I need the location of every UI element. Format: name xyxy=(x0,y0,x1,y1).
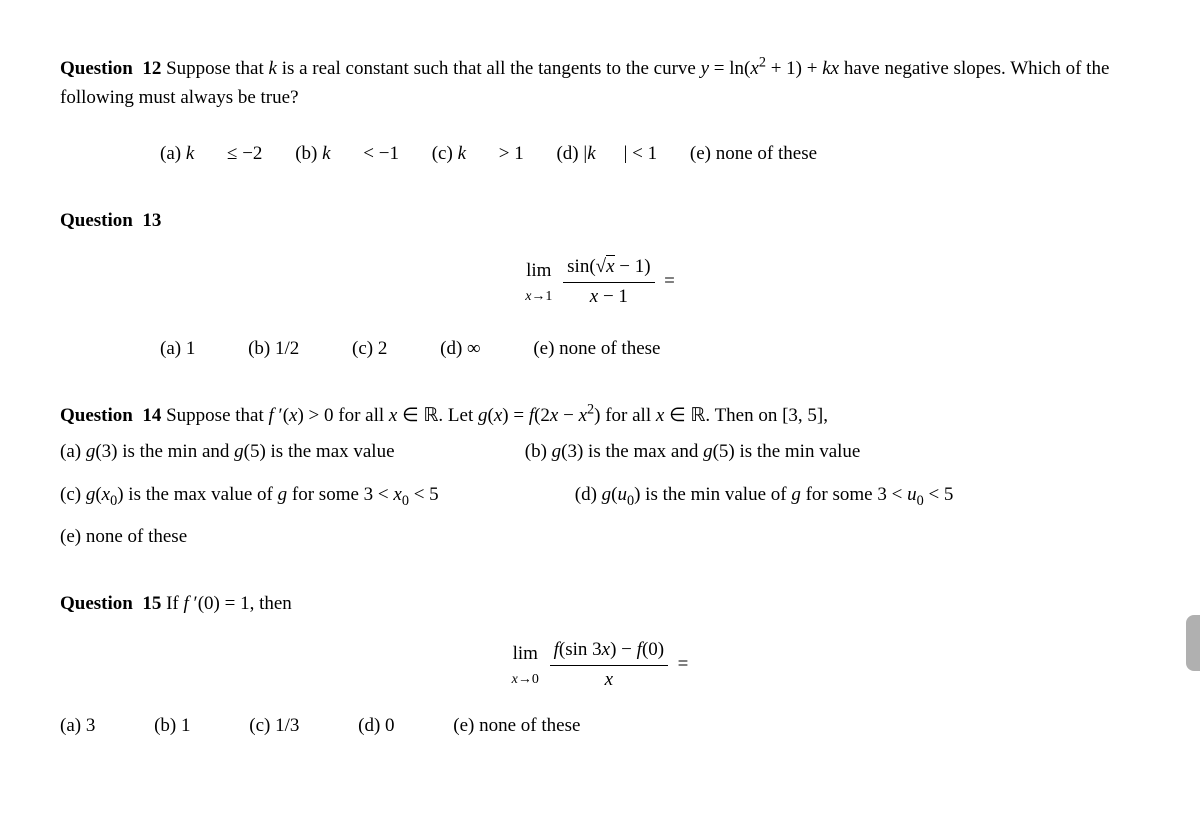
q12-label: Question xyxy=(60,58,133,79)
q15-opt-b: (b) 1 xyxy=(154,712,190,741)
q13-opt-d: (d) ∞ xyxy=(440,338,480,359)
q14-opt-e: (e) none of these xyxy=(60,526,187,547)
q12-options: (a) k ≤ −2 (b) k < −1 (c) k > 1 (d) |k| … xyxy=(160,140,1140,169)
q14-opt-a: (a) g(3) is the min and g(5) is the max … xyxy=(60,438,520,467)
q15-num: 15 xyxy=(142,593,161,614)
question-13: Question 13 lim x→1 sin(√x − 1) x − 1 = … xyxy=(60,207,1140,364)
q13-prompt: Question 13 xyxy=(60,207,1140,236)
q12-opt-d: (d) |k| < 1 xyxy=(556,143,657,164)
q15-equation: lim x→0 f(sin 3x) − f(0) x = xyxy=(60,636,1140,694)
q12-opt-e: (e) none of these xyxy=(690,143,817,164)
q12-opt-b: (b) k < −1 xyxy=(295,143,399,164)
q14-opt-c: (c) g(x0) is the max value of g for some… xyxy=(60,481,570,510)
question-14: Question 14 Suppose that f ′(x) > 0 for … xyxy=(60,402,1140,552)
q12-opt-c: (c) k > 1 xyxy=(432,143,524,164)
q15-opt-e: (e) none of these xyxy=(453,712,580,741)
q13-opt-c: (c) 2 xyxy=(352,338,387,359)
q12-num: 12 xyxy=(142,58,161,79)
q15-prompt: Question 15 If f ′(0) = 1, then xyxy=(60,590,1140,619)
q15-label: Question xyxy=(60,593,133,614)
scroll-indicator[interactable] xyxy=(1186,615,1200,671)
q15-opt-c: (c) 1/3 xyxy=(249,712,299,741)
q13-num: 13 xyxy=(142,210,161,231)
q13-equation: lim x→1 sin(√x − 1) x − 1 = xyxy=(60,253,1140,311)
q13-opt-a: (a) 1 xyxy=(160,338,195,359)
q15-options: (a) 3 (b) 1 (c) 1/3 (d) 0 (e) none of th… xyxy=(60,712,1140,741)
q13-opt-b: (b) 1/2 xyxy=(248,338,299,359)
q14-options: (a) g(3) is the min and g(5) is the max … xyxy=(60,438,1140,552)
q13-opt-e: (e) none of these xyxy=(533,338,660,359)
q12-opt-a: (a) k ≤ −2 xyxy=(160,143,262,164)
q12-text-1: Suppose that xyxy=(166,58,268,79)
q14-label: Question xyxy=(60,405,133,426)
q13-options: (a) 1 (b) 1/2 (c) 2 (d) ∞ (e) none of th… xyxy=(160,335,1140,364)
q15-opt-d: (d) 0 xyxy=(358,712,394,741)
q12-text-2: is a real constant such that all the tan… xyxy=(277,58,701,79)
q13-label: Question xyxy=(60,210,133,231)
q14-prompt: Question 14 Suppose that f ′(x) > 0 for … xyxy=(60,402,1140,431)
q15-opt-a: (a) 3 xyxy=(60,712,95,741)
q14-opt-b: (b) g(3) is the max and g(5) is the min … xyxy=(525,438,861,467)
question-15: Question 15 If f ′(0) = 1, then lim x→0 … xyxy=(60,590,1140,741)
question-12: Question 12 Suppose that k is a real con… xyxy=(60,55,1140,169)
q12-prompt: Question 12 Suppose that k is a real con… xyxy=(60,55,1140,112)
q14-num: 14 xyxy=(142,405,161,426)
q14-opt-d: (d) g(u0) is the min value of g for some… xyxy=(575,481,954,510)
